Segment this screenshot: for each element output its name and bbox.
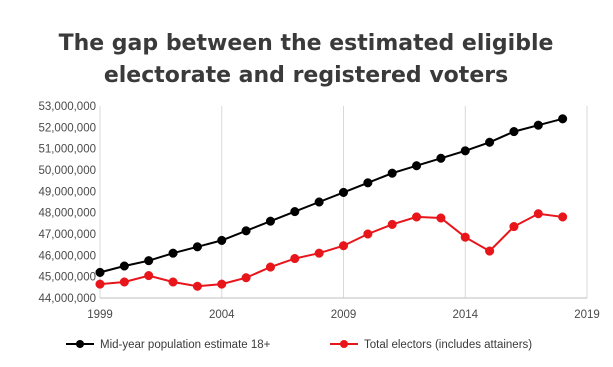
x-tick-label: 2019 [574, 309, 600, 321]
data-point [119, 277, 129, 287]
data-point [509, 221, 519, 232]
y-tick-label: 49,000,000 [38, 186, 96, 198]
chart-title-line-1: The gap between the estimated eligible [59, 31, 554, 56]
data-point [460, 232, 470, 242]
legend-label-1: Total electors (includes attainers) [364, 339, 532, 351]
x-tick-label: 1999 [87, 309, 113, 321]
data-point [412, 161, 422, 171]
data-point [387, 168, 397, 178]
data-point [338, 241, 349, 251]
y-tick-label: 51,000,000 [38, 144, 96, 156]
x-tick-label: 2004 [209, 309, 235, 321]
data-point [558, 212, 568, 222]
data-point [412, 212, 422, 222]
data-point [265, 216, 276, 226]
y-tick-label: 50,000,000 [38, 165, 96, 177]
data-point [144, 271, 154, 281]
y-tick-label: 52,000,000 [38, 122, 96, 134]
data-point [314, 197, 324, 207]
y-tick-label: 47,000,000 [38, 229, 96, 241]
data-point [558, 114, 568, 124]
data-point [485, 246, 495, 256]
data-point [533, 120, 543, 130]
y-tick-label: 46,000,000 [38, 250, 96, 262]
data-point [485, 137, 495, 147]
legend: Mid-year population estimate 18+ Total el… [66, 339, 532, 351]
data-point [168, 248, 178, 258]
data-point [144, 256, 154, 266]
data-point [217, 279, 227, 289]
legend-marker-0 [76, 340, 84, 348]
y-tick-label: 48,000,000 [38, 208, 96, 220]
data-point [168, 277, 178, 287]
data-point [363, 178, 373, 188]
legend-marker-1 [340, 340, 348, 348]
data-point [436, 213, 446, 223]
data-point [338, 187, 349, 197]
grid-layer [99, 106, 588, 298]
data-point [533, 209, 543, 219]
axis-layer: 44,000,000 45,000,000 46,000,000 47,000,000… [38, 101, 599, 321]
data-point [119, 261, 129, 271]
data-point [290, 207, 300, 217]
data-point [217, 235, 227, 245]
data-point [265, 262, 276, 272]
data-point [363, 229, 373, 239]
data-point [95, 267, 105, 277]
data-point [192, 281, 202, 291]
data-point [241, 226, 251, 236]
y-tick-label: 45,000,000 [38, 272, 96, 284]
data-point [192, 242, 202, 252]
x-tick-label: 2009 [331, 309, 357, 321]
x-tick-label: 2014 [452, 309, 478, 321]
data-point [436, 153, 446, 163]
y-tick-label: 53,000,000 [38, 101, 96, 113]
data-point [241, 273, 251, 283]
legend-label-0: Mid-year population estimate 18+ [100, 339, 271, 351]
data-point [95, 279, 105, 289]
data-point [314, 248, 324, 258]
y-tick-label: 44,000,000 [38, 293, 96, 305]
data-point [509, 127, 519, 137]
chart-title-line-2: electorate and registered voters [104, 63, 508, 88]
data-point [387, 219, 397, 229]
data-point [290, 253, 300, 264]
data-point [460, 146, 470, 156]
series-layer [95, 114, 568, 291]
